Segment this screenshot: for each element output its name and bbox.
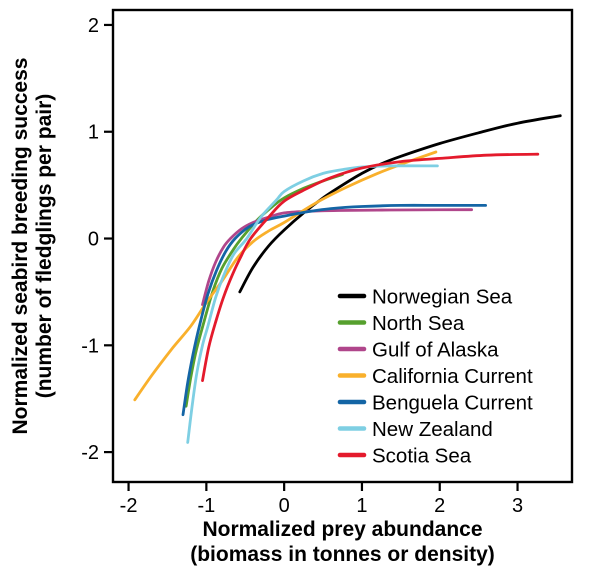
x-tick-label: 1 (356, 495, 367, 517)
plot-border (111, 8, 574, 484)
legend-label-gulf-of-alaska: Gulf of Alaska (372, 339, 499, 362)
x-tick-label: 2 (434, 495, 445, 517)
curve-norwegian-sea (238, 114, 562, 294)
x-axis-title-line1: Normalized prey abundance (202, 518, 483, 541)
x-axis-title-line2: (biomass in tonnes or density) (190, 543, 495, 566)
curve-north-sea (184, 173, 344, 408)
y-tick-label: 0 (88, 229, 99, 251)
y-axis-title: Normalized seabird breeding success (num… (9, 6, 59, 486)
legend-label-scotia-sea: Scotia Sea (372, 445, 472, 468)
y-tick-label: 2 (88, 15, 99, 37)
legend-label-california-current: California Current (372, 365, 533, 388)
curve-california-current (133, 150, 438, 402)
x-tick-label: 0 (279, 495, 290, 517)
y-tick-label: -2 (81, 442, 99, 464)
curve-benguela-current (181, 203, 487, 417)
curve-scotia-sea (201, 152, 540, 382)
legend-label-benguela-current: Benguela Current (372, 392, 533, 415)
legend-label-new-zealand: New Zealand (372, 418, 493, 441)
y-axis-title-line2: (number of fledglings per pair) (33, 93, 56, 399)
x-tick-label: 3 (512, 495, 523, 517)
curve-new-zealand (186, 164, 439, 444)
y-tick-label: 1 (88, 122, 99, 144)
legend-label-norwegian-sea: Norwegian Sea (372, 286, 513, 309)
y-tick-label: -1 (81, 335, 99, 357)
y-axis-title-line1: Normalized seabird breeding success (9, 57, 32, 435)
x-tick-label: -1 (197, 495, 215, 517)
legend-label-north-sea: North Sea (372, 312, 465, 335)
x-axis-title: Normalized prey abundance (biomass in to… (113, 517, 572, 567)
x-tick-label: -2 (120, 495, 138, 517)
